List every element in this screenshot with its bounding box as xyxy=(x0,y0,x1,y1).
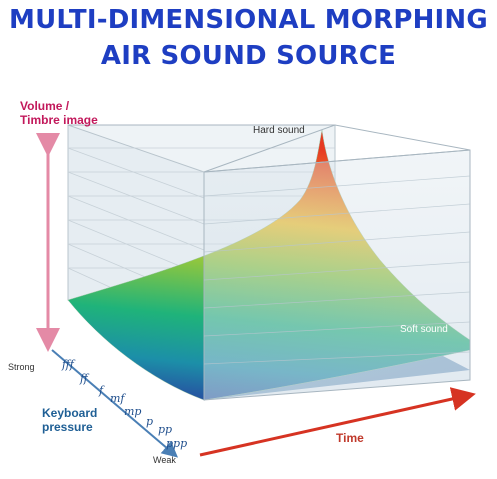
volume-axis-label-line-2: Timbre image xyxy=(20,113,98,127)
dynamic-p: p xyxy=(146,415,154,428)
page-title-line-1: MULTI-DIMENSIONAL MORPHING xyxy=(9,5,488,35)
box-front-walls xyxy=(68,124,471,401)
page-title-line-2: AIR SOUND SOURCE xyxy=(100,41,397,71)
strong-label: Strong xyxy=(8,362,35,372)
dynamic-f: f xyxy=(99,384,104,397)
dynamic-ppp: ppp xyxy=(166,437,188,450)
time-axis-arrow xyxy=(199,387,476,457)
time-label: Time xyxy=(336,431,364,445)
soft-sound-label: Soft sound xyxy=(400,324,448,335)
dynamic-ff: ff xyxy=(80,372,88,385)
volume-axis-label-line-1: Volume / xyxy=(20,99,70,113)
keyboard-pressure-label-line-1: Keyboard xyxy=(42,406,98,420)
dynamic-mp: mp xyxy=(124,405,142,418)
weak-label: Weak xyxy=(153,455,176,465)
dynamic-fff: fff xyxy=(62,358,74,371)
hard-sound-label: Hard sound xyxy=(253,125,305,136)
keyboard-pressure-label-line-2: pressure xyxy=(42,420,93,434)
keyboard-pressure-label: Keyboard pressure xyxy=(42,406,97,434)
keyboard-pressure-axis-arrow xyxy=(51,349,179,458)
dynamic-pp: pp xyxy=(158,423,173,436)
volume-axis-label: Volume / Timbre image xyxy=(20,99,98,127)
dynamic-mf: mf xyxy=(110,392,125,405)
